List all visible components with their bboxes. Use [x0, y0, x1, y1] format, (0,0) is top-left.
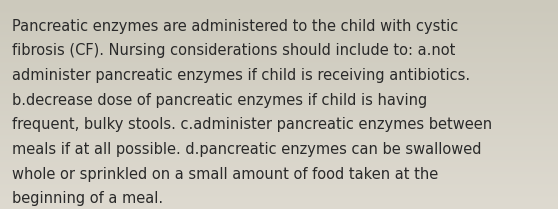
Text: whole or sprinkled on a small amount of food taken at the: whole or sprinkled on a small amount of … [12, 167, 439, 182]
Text: Pancreatic enzymes are administered to the child with cystic: Pancreatic enzymes are administered to t… [12, 19, 459, 34]
Text: frequent, bulky stools. c.administer pancreatic enzymes between: frequent, bulky stools. c.administer pan… [12, 117, 492, 133]
Text: fibrosis (CF). Nursing considerations should include to: a.not: fibrosis (CF). Nursing considerations sh… [12, 43, 456, 59]
Text: b.decrease dose of pancreatic enzymes if child is having: b.decrease dose of pancreatic enzymes if… [12, 93, 427, 108]
Text: meals if at all possible. d.pancreatic enzymes can be swallowed: meals if at all possible. d.pancreatic e… [12, 142, 482, 157]
Text: administer pancreatic enzymes if child is receiving antibiotics.: administer pancreatic enzymes if child i… [12, 68, 470, 83]
Text: beginning of a meal.: beginning of a meal. [12, 191, 163, 206]
